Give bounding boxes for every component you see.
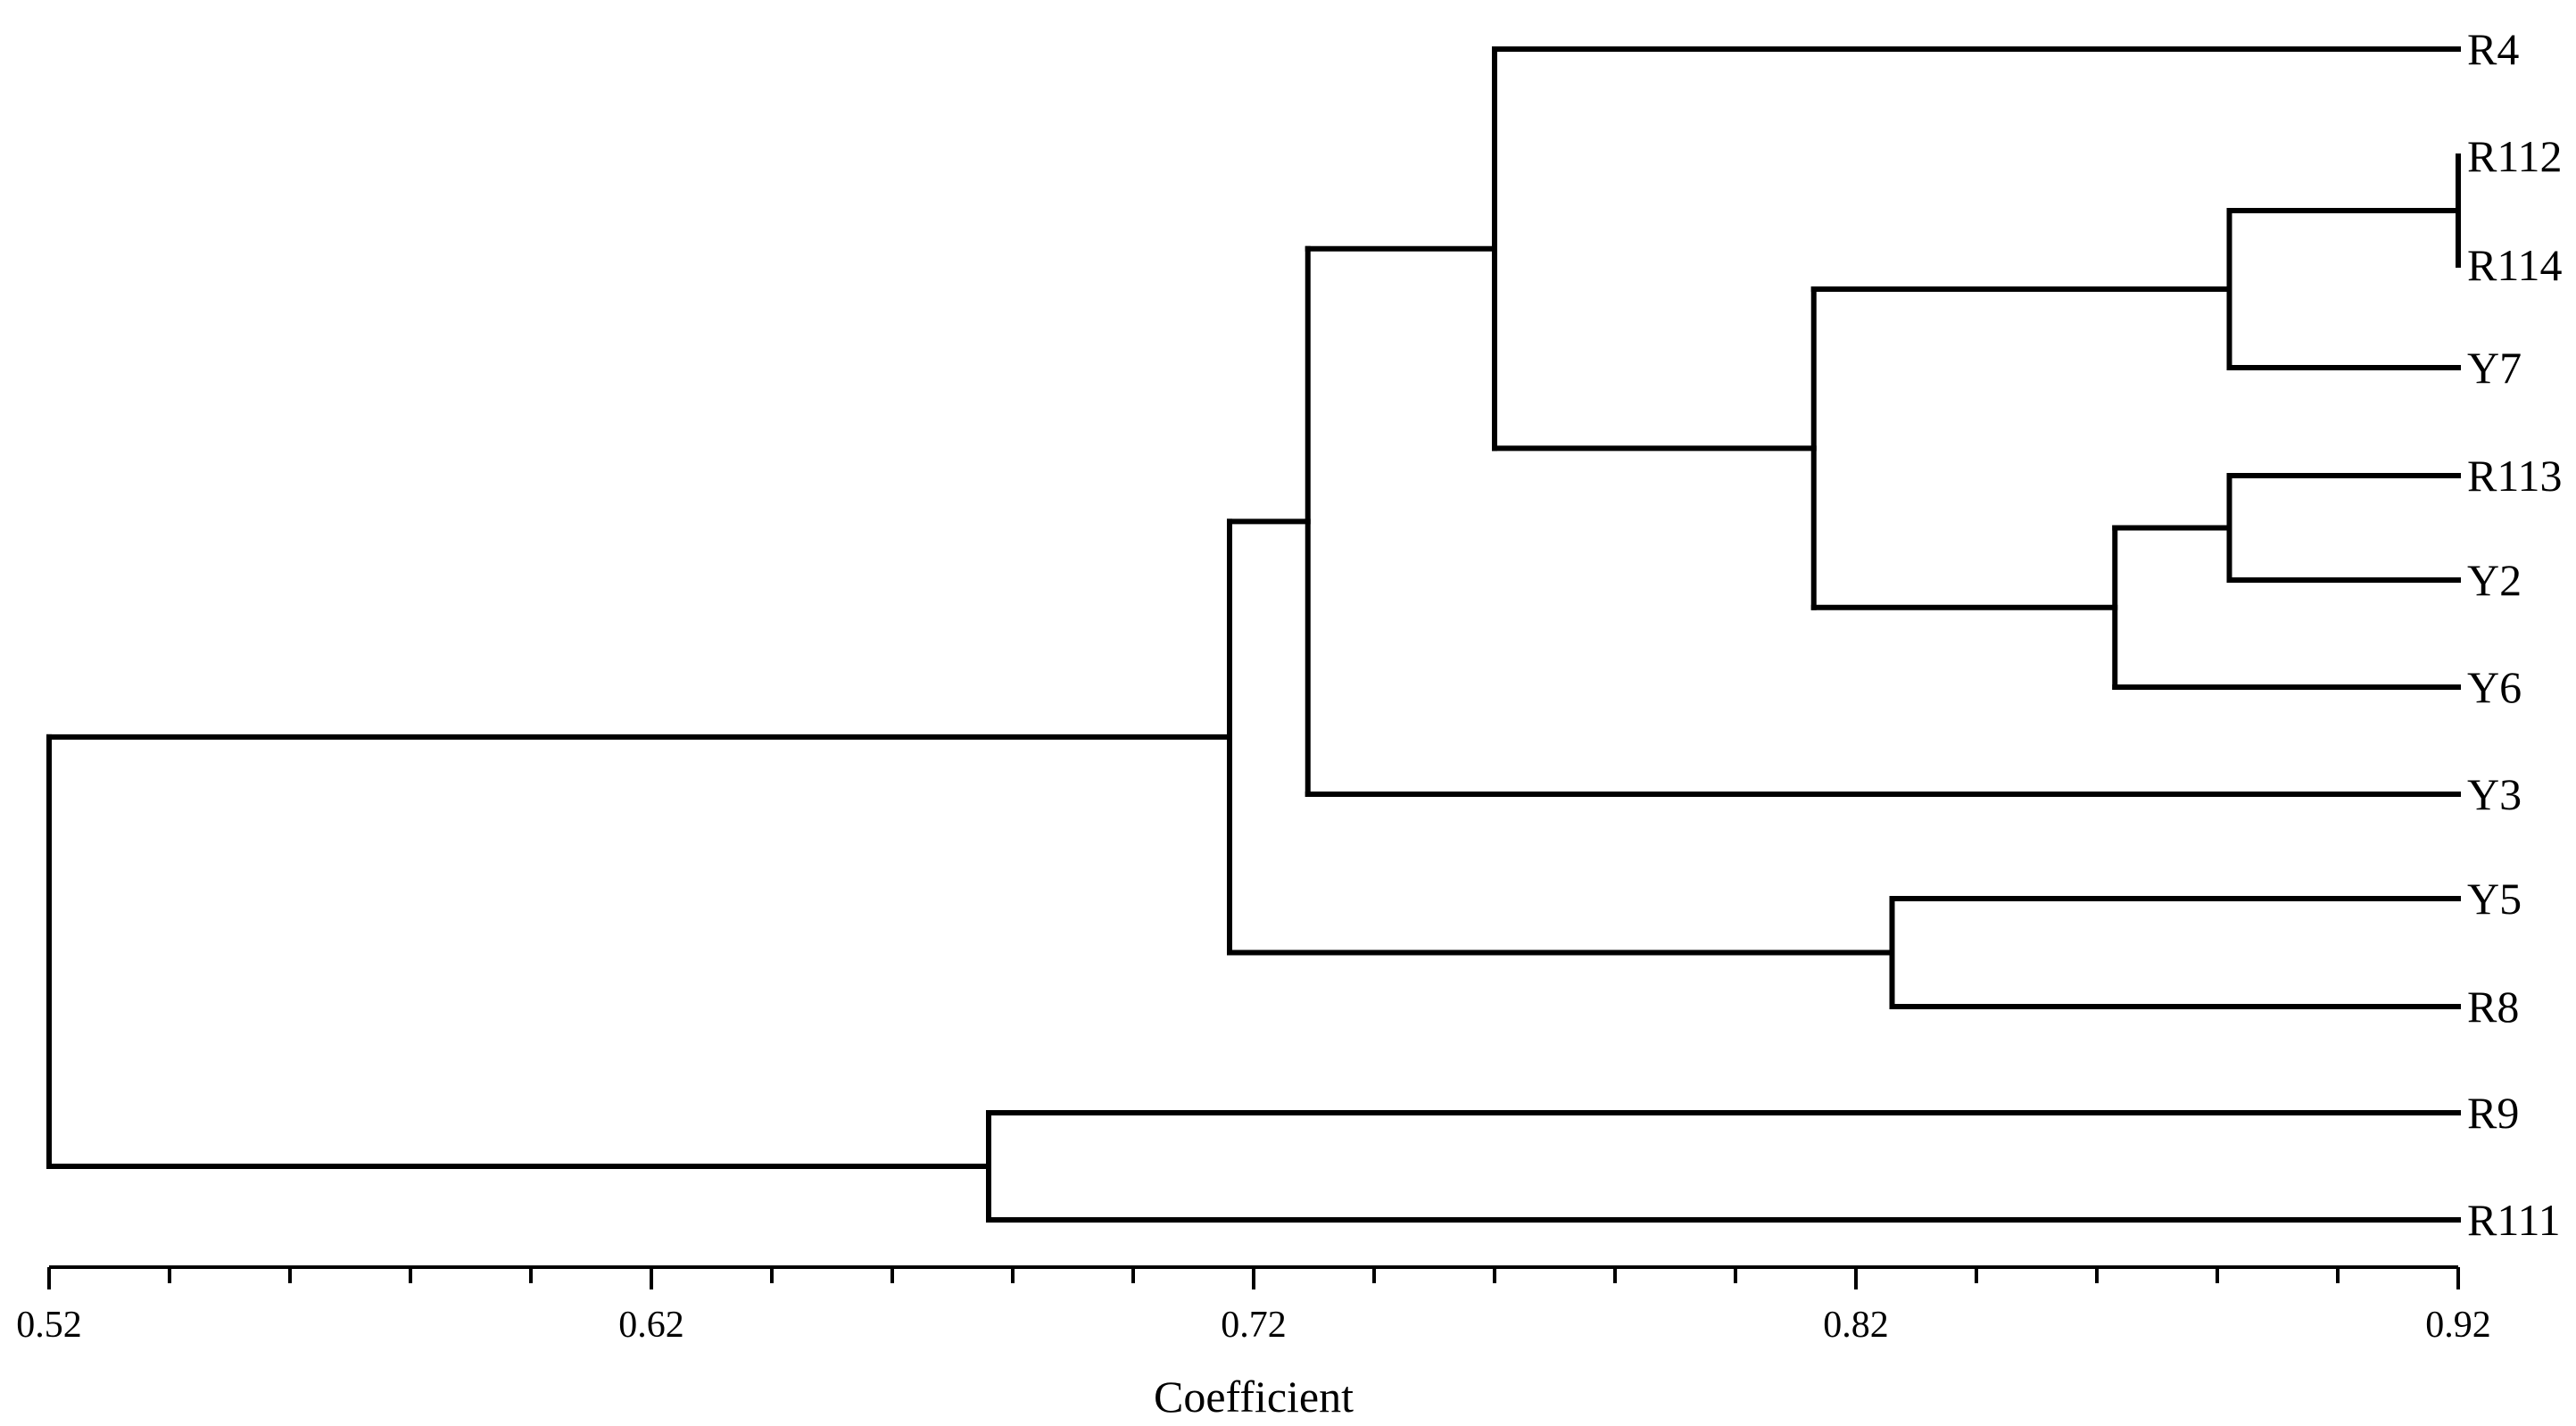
merge-c11 xyxy=(46,734,1232,1169)
leaf-label-r9: R9 xyxy=(2467,1088,2519,1138)
dendrogram-branches xyxy=(46,46,2461,1223)
leaf-label-y7: Y7 xyxy=(2467,343,2522,393)
merge-c6 xyxy=(1492,46,2461,452)
leaf-label-r114: R114 xyxy=(2467,240,2563,290)
leaf-label-y5: Y5 xyxy=(2467,874,2522,924)
merge-c10 xyxy=(986,1110,2461,1223)
leaf-label-r113: R113 xyxy=(2467,451,2563,501)
tick-label: 0.92 xyxy=(2425,1305,2491,1346)
tick-label: 0.62 xyxy=(618,1305,684,1346)
merge-c9 xyxy=(1227,518,1895,956)
x-axis-tick-labels: 0.52 0.62 0.72 0.82 0.92 xyxy=(16,1305,2491,1346)
x-axis-ticks xyxy=(47,1267,2460,1289)
tick-label: 0.72 xyxy=(1221,1305,1287,1346)
tick-label: 0.52 xyxy=(16,1305,82,1346)
leaf-label-y6: Y6 xyxy=(2467,662,2522,712)
leaf-label-r4: R4 xyxy=(2467,24,2519,74)
merge-c3 xyxy=(2226,473,2461,583)
merge-c8 xyxy=(1889,896,2461,1009)
leaf-labels: R4 R112 R114 Y7 R113 Y2 Y6 Y3 Y5 R8 R9 R111 xyxy=(2467,24,2563,1245)
x-axis-title: Coefficient xyxy=(1154,1372,1354,1422)
leaf-label-r111: R111 xyxy=(2467,1195,2561,1245)
merge-c5 xyxy=(1810,286,2232,610)
leaf-label-y3: Y3 xyxy=(2467,769,2522,819)
x-axis: 0.52 0.62 0.72 0.82 0.92 xyxy=(16,1265,2491,1346)
tick-label: 0.82 xyxy=(1823,1305,1889,1346)
merge-c2 xyxy=(2226,208,2461,370)
merge-c7 xyxy=(1305,245,2461,797)
leaf-label-r112: R112 xyxy=(2467,131,2563,181)
leaf-label-r8: R8 xyxy=(2467,982,2519,1032)
leaf-label-y2: Y2 xyxy=(2467,555,2522,605)
merge-c4 xyxy=(2112,525,2461,690)
